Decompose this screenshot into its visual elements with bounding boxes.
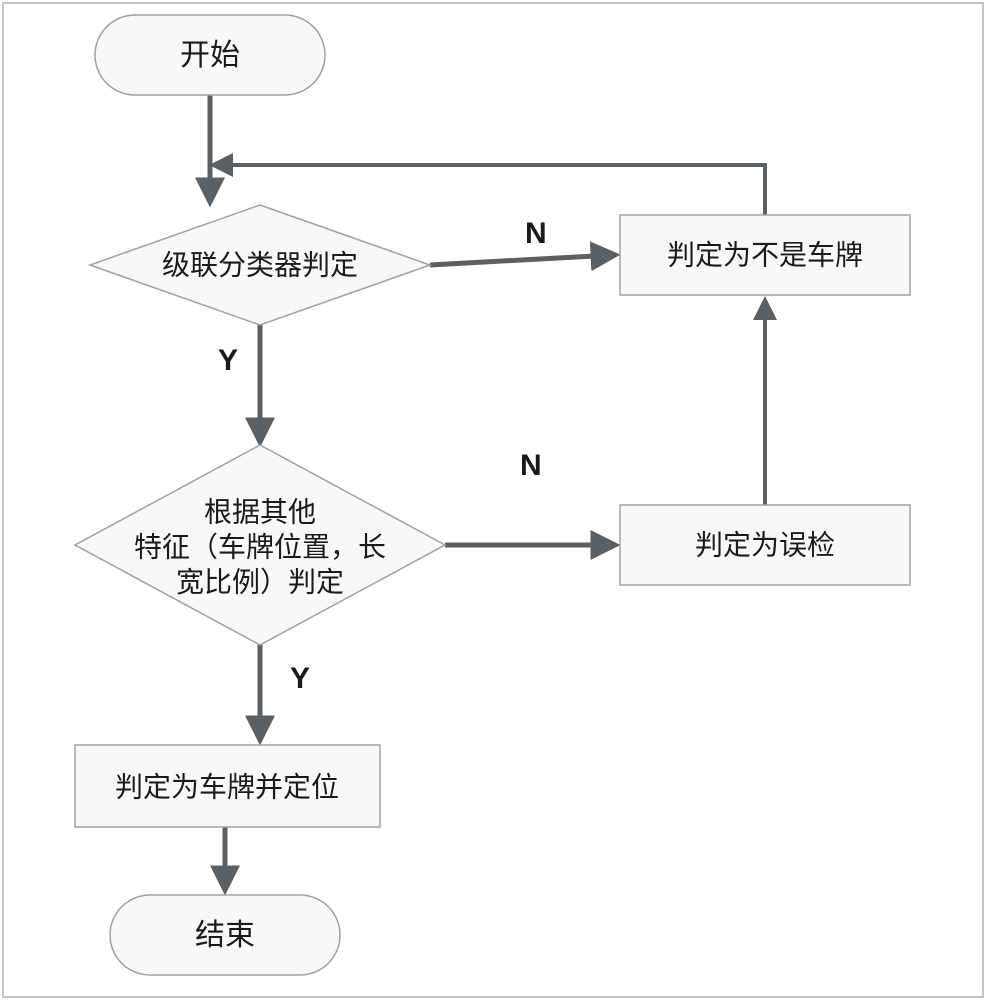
node-start-label: 开始 [180, 39, 240, 72]
diagram-frame [3, 3, 983, 997]
edge-d2-false-label: N [520, 449, 542, 482]
node-locate-label: 判定为车牌并定位 [115, 771, 339, 803]
edge-d1-d2-label: Y [218, 344, 238, 377]
edge-d1-notplate [430, 255, 613, 265]
node-d2-line1: 根据其他 [204, 496, 316, 528]
node-d2-line2: 特征（车牌位置，长 [134, 531, 386, 563]
edge-d2-locate-label: Y [290, 662, 310, 695]
edge-d1-notplate-label: N [525, 217, 547, 250]
node-false-label: 判定为误检 [695, 529, 835, 561]
node-notplate-label: 判定为不是车牌 [667, 239, 863, 271]
node-d1-label: 级联分类器判定 [162, 249, 358, 281]
node-d2-line3: 宽比例）判定 [176, 566, 344, 598]
flowchart-canvas: Y N Y N 开始 级联分类器判定 根据其他 特征（车牌位置，长 宽比例）判定… [0, 0, 986, 1000]
edge-notplate-feedback-h [225, 165, 765, 215]
node-end-label: 结束 [195, 919, 255, 952]
